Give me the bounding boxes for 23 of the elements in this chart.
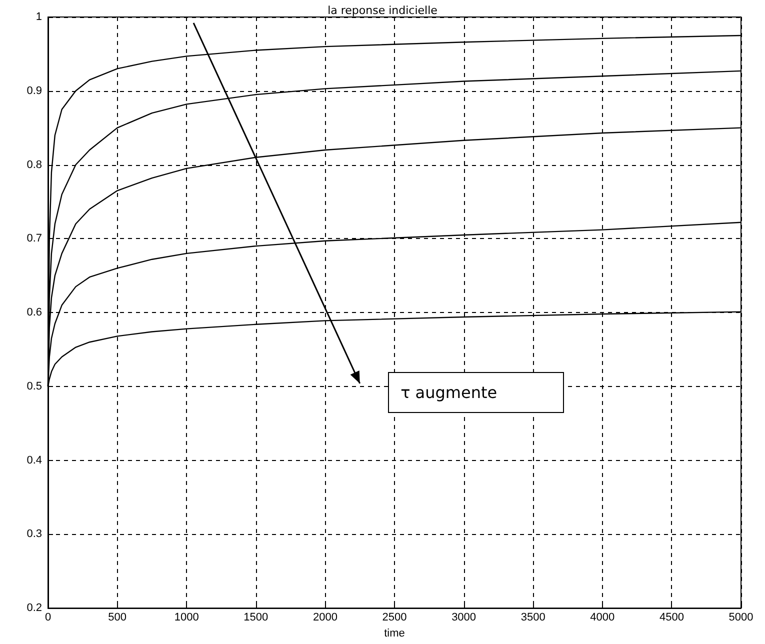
- y-tick-label: 0.4: [26, 454, 42, 466]
- y-tick-label: 1: [36, 11, 42, 23]
- y-tick-label: 0.8: [26, 158, 42, 171]
- x-tick-label: 1500: [244, 612, 268, 624]
- x-tick-label: 0: [44, 612, 52, 624]
- chart-title: la reponse indicielle: [328, 4, 438, 17]
- x-tick-label: 500: [108, 612, 126, 624]
- x-tick-label: 2000: [312, 612, 338, 624]
- x-tick-label: 3500: [520, 612, 546, 624]
- y-tick-label: 0.6: [26, 306, 42, 319]
- x-tick-label: 1000: [174, 612, 199, 624]
- text-box: τ augmente: [388, 372, 564, 413]
- y-tick-label: 0.3: [26, 528, 42, 540]
- x-tick-label: 3000: [452, 612, 476, 624]
- x-tick-label: 4000: [590, 612, 615, 624]
- y-tick-label: 0.2: [26, 602, 42, 614]
- x-tick-label: 5000: [728, 612, 754, 624]
- y-tick-label: 0.5: [26, 380, 42, 392]
- x-tick-label: 4500: [659, 612, 684, 624]
- x-axis-title: time: [384, 628, 405, 640]
- x-tick-label: 2500: [382, 612, 407, 624]
- y-tick-label: 0.9: [26, 84, 42, 97]
- y-tick-label: 0.7: [26, 232, 42, 245]
